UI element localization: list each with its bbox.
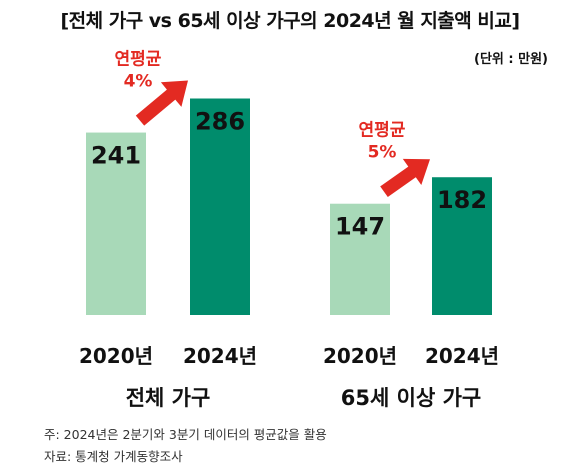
bar-2-1: [330, 203, 390, 315]
footnote: 주: 2024년은 2분기와 3분기 데이터의 평균값을 활용: [44, 427, 327, 442]
unit-label: (단위 : 만원): [474, 52, 548, 67]
tick-label-1-2: 2024년: [183, 344, 257, 368]
growth-arrow-2: [380, 158, 430, 197]
group-label-2: 65세 이상 가구: [341, 386, 481, 410]
source-note: 자료: 통계청 가계동향조사: [44, 449, 183, 464]
data-label-1-2: 286: [195, 107, 245, 135]
data-label-1-1: 241: [91, 142, 141, 170]
growth-value-1: 4%: [124, 72, 153, 92]
tick-label-2-2: 2024년: [425, 344, 499, 368]
data-label-2-1: 147: [335, 213, 385, 241]
bar-1-1: [86, 132, 146, 315]
growth-value-2: 5%: [368, 143, 397, 163]
growth-label-2: 연평균: [359, 121, 406, 141]
growth-label-1: 연평균: [115, 50, 162, 70]
tick-label-2-1: 2020년: [323, 344, 397, 368]
bar-1-2: [190, 98, 250, 315]
chart-title: [전체 가구 vs 65세 이상 가구의 2024년 월 지출액 비교]: [60, 10, 520, 32]
group-label-1: 전체 가구: [126, 386, 211, 410]
bar-2-2: [432, 177, 492, 315]
tick-label-1-1: 2020년: [79, 344, 153, 368]
growth-arrow-1: [135, 80, 188, 126]
data-label-2-2: 182: [437, 186, 487, 214]
